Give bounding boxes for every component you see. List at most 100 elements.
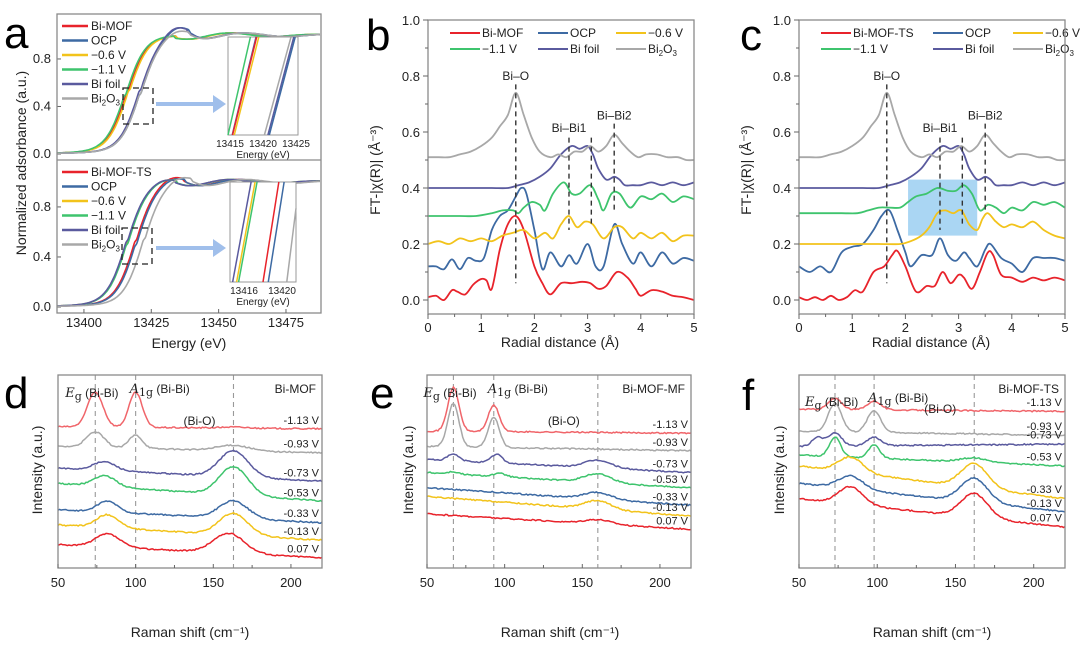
y-tick-label: 0.4 <box>33 98 51 113</box>
x-tick-label: 4 <box>637 320 644 335</box>
inset-curve <box>237 181 258 283</box>
panel-f-ylabel: Intensity (a.u.) <box>771 426 787 515</box>
x-tick-label: 50 <box>51 575 65 590</box>
curve-bi2o3 <box>57 30 320 155</box>
panel-d-xlabel: Raman shift (cm⁻¹) <box>131 624 250 640</box>
legend-label: OCP <box>91 180 117 194</box>
panel-letter-c: c <box>740 11 762 60</box>
inset-curve <box>231 36 258 136</box>
spectrum-0-07-v <box>799 485 1065 529</box>
spectrum-m1-13-v <box>58 390 322 431</box>
inset-curve <box>268 36 296 136</box>
x-tick-label: 100 <box>125 575 147 590</box>
inset-xlabel: Energy (eV) <box>236 297 289 308</box>
a1g-peak-label: A1g (Bi-Bi) <box>867 391 928 408</box>
spectrum-0-07-v <box>427 512 691 531</box>
spectrum-m0-93-v <box>799 401 1065 437</box>
peak-annotation: Bi–Bi1 <box>923 121 958 135</box>
panel-c-plot: Bi–O Bi–Bi1 Bi–Bi2 Bi-MOF-TS OCP −0.6 V −1.1 V… <box>773 13 1080 335</box>
potential-label: -0.73 V <box>653 458 689 470</box>
x-tick-label: 1 <box>849 320 856 335</box>
x-tick-label: 150 <box>571 575 593 590</box>
legend-label: −0.6 V <box>91 194 126 208</box>
curves <box>799 397 1065 529</box>
inset-curve <box>286 208 297 283</box>
panel-d-frame <box>57 374 323 569</box>
legend-label: Bi foil <box>91 223 120 237</box>
spectrum-m0-33-v <box>427 486 691 507</box>
x-tick-label: 2 <box>902 320 909 335</box>
x-tick-label: 0 <box>795 320 802 335</box>
arrow-icon <box>156 95 226 113</box>
x-tick-label: 5 <box>1061 320 1068 335</box>
y-tick-label: 0.4 <box>33 249 51 264</box>
x-tick-label: 4 <box>1008 320 1015 335</box>
potential-label: -1.13 V <box>653 419 689 431</box>
panel-d-ylabel: Intensity (a.u.) <box>29 426 45 515</box>
x-tick-label: 100 <box>494 575 516 590</box>
curve-bi2o3 <box>428 91 694 162</box>
legend-label: Bi foil <box>965 42 994 56</box>
potential-label: -0.33 V <box>284 508 320 520</box>
y-tick-label: 0.6 <box>402 125 420 140</box>
panel-f: f -1.13 V -0.93 V-0.73 V -0.53 V -0.33 V -0.… <box>742 371 1066 640</box>
potential-label: -0.93 V <box>284 439 320 451</box>
bio-peak-label: (Bi-O) <box>924 402 956 416</box>
peak-annotation: Bi–O <box>502 69 529 83</box>
potential-label: -0.93 V <box>653 437 689 449</box>
y-tick-label: 0.2 <box>773 237 791 252</box>
potential-label: 0.07 V <box>656 516 688 528</box>
panel-letter-e: e <box>370 369 394 418</box>
peak-annotation: Bi–O <box>873 69 900 83</box>
sample-label: Bi-MOF-MF <box>622 382 685 396</box>
inset-x-tick-label: 13425 <box>282 139 310 150</box>
x-tick-label: 150 <box>202 575 224 590</box>
curve--0-6-v <box>799 209 1065 246</box>
curve-bi-foil <box>799 144 1065 190</box>
panel-b-frame <box>427 19 695 315</box>
curve-bi-mof-ts <box>799 249 1065 301</box>
spectrum-0-07-v <box>58 532 322 559</box>
peak-annotation: Bi–Bi2 <box>597 108 632 122</box>
inset-curve <box>267 36 295 136</box>
potential-label: -1.13 V <box>1027 397 1063 409</box>
spectrum-m0-33-v <box>799 455 1065 500</box>
curve-bi-mof <box>428 214 694 301</box>
y-tick-label: 1.0 <box>402 13 420 28</box>
y-tick-label: 0.2 <box>402 237 420 252</box>
spectrum-m0-93-v <box>427 402 691 452</box>
y-tick-label: 0.0 <box>773 293 791 308</box>
y-tick-label: 0.8 <box>33 51 51 66</box>
legend-label: Bi-MOF <box>91 19 132 33</box>
curves <box>58 390 322 559</box>
curves <box>427 385 691 531</box>
legend-label: −0.6 V <box>91 48 126 62</box>
legend-label: Bi-MOF <box>482 26 523 40</box>
inset-curve <box>267 181 285 283</box>
y-tick-label: 0.8 <box>402 69 420 84</box>
legend-label: −0.6 V <box>648 26 683 40</box>
curve--1-1-v <box>428 181 694 218</box>
potential-label: -0.73 V <box>1027 430 1063 442</box>
legend-label: Bi foil <box>91 77 120 91</box>
inset-curve <box>231 181 252 283</box>
y-tick-label: 0.6 <box>773 125 791 140</box>
inset-x-tick-label: 13420 <box>249 139 277 150</box>
legend-label: Bi2O3 <box>1045 42 1074 58</box>
x-tick-label: 13400 <box>66 315 102 330</box>
bio-peak-label: (Bi-O) <box>548 414 580 428</box>
spectrum-m1-13-v <box>427 385 691 435</box>
panel-f-frame <box>798 374 1066 569</box>
x-tick-label: 50 <box>792 575 806 590</box>
y-tick-label: 0.4 <box>402 181 420 196</box>
a1g-peak-label: A1g (Bi-Bi) <box>487 382 548 399</box>
panel-a-xlabel: Energy (eV) <box>152 335 227 351</box>
y-tick-label: 0.4 <box>773 181 791 196</box>
potential-label: -0.73 V <box>284 468 320 480</box>
y-tick-label: 0.0 <box>33 299 51 314</box>
